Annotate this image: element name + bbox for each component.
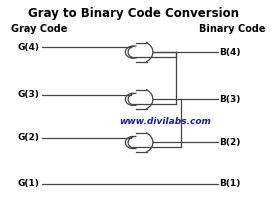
- Text: B(3): B(3): [219, 95, 241, 104]
- Text: G(4): G(4): [17, 43, 39, 52]
- Text: B(2): B(2): [219, 138, 241, 147]
- Text: G(3): G(3): [18, 90, 39, 99]
- Text: G(1): G(1): [18, 179, 39, 188]
- Text: www.divilabs.com: www.divilabs.com: [119, 118, 211, 126]
- Text: Gray to Binary Code Conversion: Gray to Binary Code Conversion: [28, 7, 239, 20]
- Text: G(2): G(2): [18, 133, 39, 142]
- Text: Gray Code: Gray Code: [11, 24, 67, 34]
- Text: Binary Code: Binary Code: [199, 24, 266, 34]
- Text: B(1): B(1): [219, 179, 241, 188]
- Text: B(4): B(4): [219, 48, 241, 57]
